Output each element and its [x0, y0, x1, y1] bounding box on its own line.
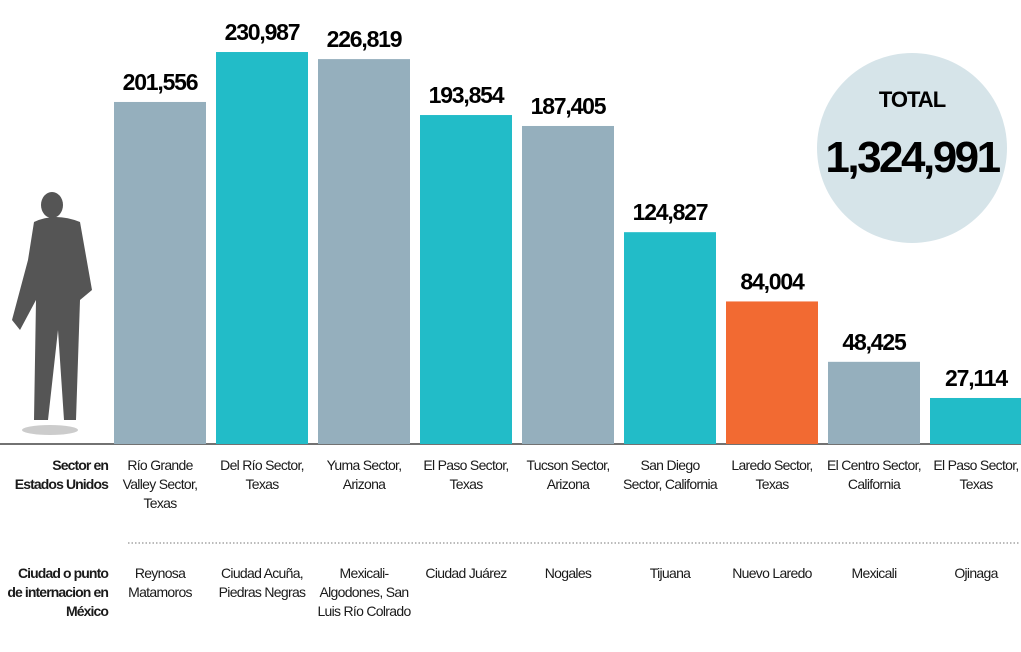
value-label: 226,819 [327, 26, 402, 52]
category-label: Yuma Sector, Arizona [326, 457, 403, 492]
city-label: Nogales [544, 565, 592, 581]
category-label: Laredo Sector, Texas [731, 457, 813, 492]
bar [216, 52, 308, 444]
total-label: TOTAL [879, 87, 946, 112]
category-label: San Diego Sector, California [622, 457, 718, 492]
city-label: Tijuana [649, 565, 691, 581]
value-label: 201,556 [123, 69, 198, 95]
value-label: 187,405 [531, 93, 607, 119]
walker [12, 192, 92, 435]
city-label: Nuevo Laredo [732, 565, 812, 581]
category-label: El Paso Sector, Texas [423, 457, 509, 492]
bar [726, 301, 818, 444]
category-label: Del Río Sector, Texas [220, 457, 304, 492]
total-circle [817, 53, 1007, 243]
value-label: 230,987 [225, 19, 300, 45]
category-label: El Centro Sector, California [827, 457, 922, 492]
bar [930, 397, 1021, 444]
city-label: Mexicali-Algodones, San Luis Río Colrado [317, 565, 411, 619]
bar [114, 101, 206, 444]
value-label: 48,425 [842, 329, 907, 355]
value-label: 84,004 [740, 268, 805, 294]
value-label: 124,827 [633, 199, 708, 225]
category-label: Río Grande Valley Sector, Texas [122, 457, 198, 511]
city-label: Ciudad Juárez [425, 565, 507, 581]
value-label: 27,114 [945, 365, 1008, 391]
city-label: Mexicali [851, 565, 898, 581]
bar [828, 361, 920, 444]
bar [624, 232, 716, 444]
city-label: Ojinaga [954, 565, 998, 581]
bar [420, 115, 512, 444]
row-header: Sector en Estados Unidos [14, 457, 109, 492]
row-header: Ciudad o punto de internacion en México [7, 565, 109, 619]
category-label: El Paso Sector, Texas [933, 457, 1019, 492]
city-label: Reynosa Matamoros [128, 565, 192, 600]
bar [522, 125, 614, 444]
value-label: 193,854 [429, 82, 505, 108]
city-label: Ciudad Acuña, Piedras Negras [218, 565, 306, 600]
category-label: Tucson Sector, Arizona [526, 457, 610, 492]
total-value: 1,324,991 [825, 133, 1000, 182]
bar [318, 59, 410, 444]
